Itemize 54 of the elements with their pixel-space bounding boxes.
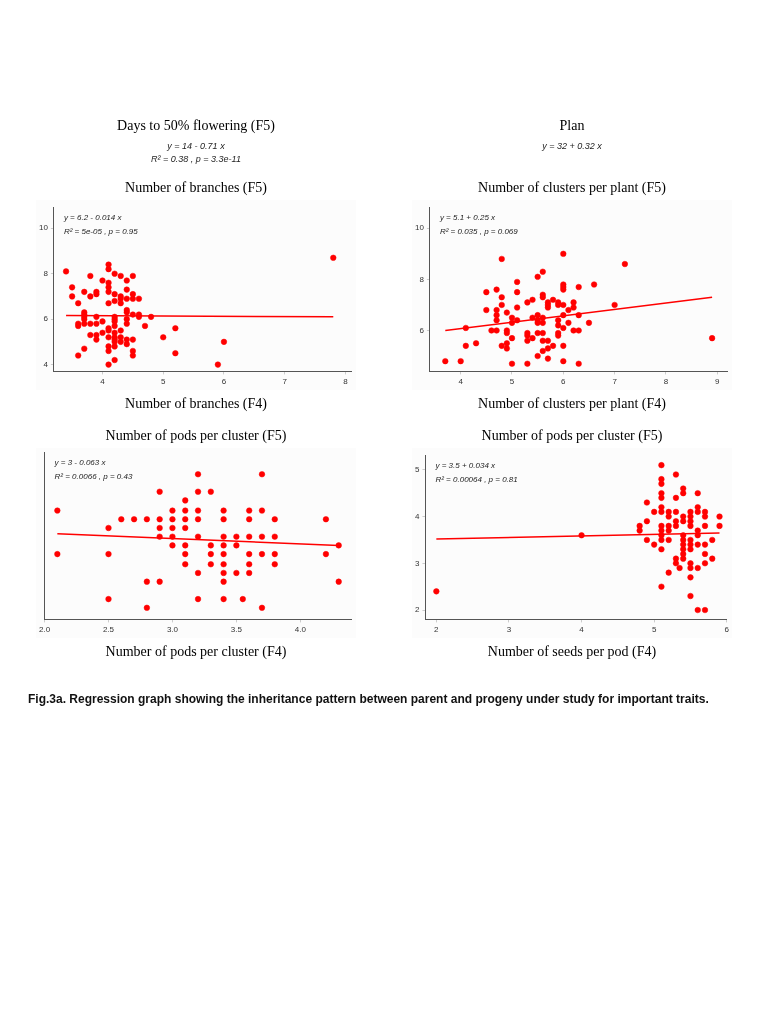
y-tick-label: 3 xyxy=(415,558,420,568)
x-tick-label: 6 xyxy=(724,625,730,635)
y-tick-label: 10 xyxy=(414,223,425,233)
annotation: R² = 0.0066 , p = 0.43 xyxy=(54,471,133,481)
x-axis-title: Number of pods per cluster (F4) xyxy=(105,644,287,660)
y-tick-label: 8 xyxy=(43,268,49,278)
text: Fig.3a. Regression graph showing the inheritance pattern between parent and progeny under study for important traits. xyxy=(27,691,710,708)
annotation: y = 6.2 - 0.014 x xyxy=(62,213,123,223)
y-axis-title: Number of pods per cluster (F5) xyxy=(481,428,663,444)
x-tick-label: 7 xyxy=(282,377,288,387)
annotation: y = 3.5 + 0.034 x xyxy=(434,461,497,471)
x-tick-label: 5 xyxy=(651,625,657,635)
x-tick-label: 4 xyxy=(458,377,464,387)
y-tick-label: 6 xyxy=(419,325,425,335)
x-tick-label: 6 xyxy=(561,377,567,387)
x-tick-label: 7 xyxy=(612,377,618,387)
y-tick-label: 2 xyxy=(415,605,420,615)
x-tick-label: 5 xyxy=(509,377,515,387)
x-axis-title: Number of seeds per pod (F4) xyxy=(487,644,657,660)
annotation: R² = 0.035 , p = 0.069 xyxy=(439,227,519,237)
y-tick-label: 5 xyxy=(415,465,420,475)
y-tick-label: 10 xyxy=(38,223,49,233)
x-tick-label: 6 xyxy=(221,377,227,387)
y-axis-title: Number of pods per cluster (F5) xyxy=(105,428,287,444)
y-tick-label: 8 xyxy=(419,274,425,284)
x-tick-label: 8 xyxy=(343,377,349,387)
y-tick-label: 4 xyxy=(43,359,49,369)
x-tick-label: 8 xyxy=(663,377,669,387)
y-tick-label: 6 xyxy=(43,314,49,324)
x-tick-label: 3.0 xyxy=(166,625,179,635)
annotation: y = 5.1 + 0.25 x xyxy=(438,213,497,223)
text: Days to 50% flowering (F5) xyxy=(117,118,275,134)
annotation: R² = 0.00064 , p = 0.81 xyxy=(435,475,518,485)
x-tick-label: 2.5 xyxy=(102,625,115,635)
y-axis-title: Number of clusters per plant (F5) xyxy=(478,180,666,196)
text: y = 3 - 0.063 x xyxy=(53,457,107,467)
text: y = 32 + 0.32 x xyxy=(542,141,602,151)
x-tick-label: 2.0 xyxy=(39,625,51,635)
x-tick-label: 4 xyxy=(579,625,585,635)
x-tick-label: 2 xyxy=(434,625,440,635)
y-tick-label: 4 xyxy=(415,511,420,521)
text: Plan xyxy=(559,118,585,134)
x-tick-label: 4.0 xyxy=(294,625,307,635)
y-axis-title: Number of branches (F5) xyxy=(125,180,267,196)
x-tick-label: 3 xyxy=(506,625,512,635)
text: y = 14 - 0.71 x xyxy=(167,141,225,151)
x-tick-label: 4 xyxy=(100,377,106,387)
text: R² = 0.38 , p = 3.3e-11 xyxy=(151,154,241,164)
x-axis-title: Number of clusters per plant (F4) xyxy=(478,396,666,412)
x-tick-label: 3.5 xyxy=(230,625,243,635)
x-tick-label: 9 xyxy=(715,377,721,387)
annotation: R² = 5e-05 , p = 0.95 xyxy=(63,227,139,237)
x-axis-title: Number of branches (F4) xyxy=(125,396,267,412)
x-tick-label: 5 xyxy=(160,377,166,387)
